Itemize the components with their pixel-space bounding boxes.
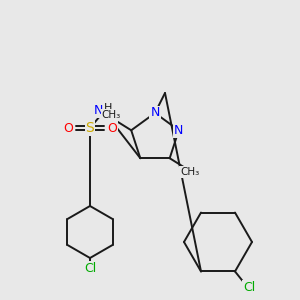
Text: CH₃: CH₃ <box>180 167 199 177</box>
Text: O: O <box>107 122 117 134</box>
Text: Cl: Cl <box>243 281 255 294</box>
Text: S: S <box>85 121 94 135</box>
Text: Cl: Cl <box>84 262 96 275</box>
Text: O: O <box>63 122 73 134</box>
Text: N: N <box>93 103 103 116</box>
Text: H: H <box>104 103 112 113</box>
Text: N: N <box>174 124 184 137</box>
Text: N: N <box>150 106 160 119</box>
Text: CH₃: CH₃ <box>102 110 121 120</box>
